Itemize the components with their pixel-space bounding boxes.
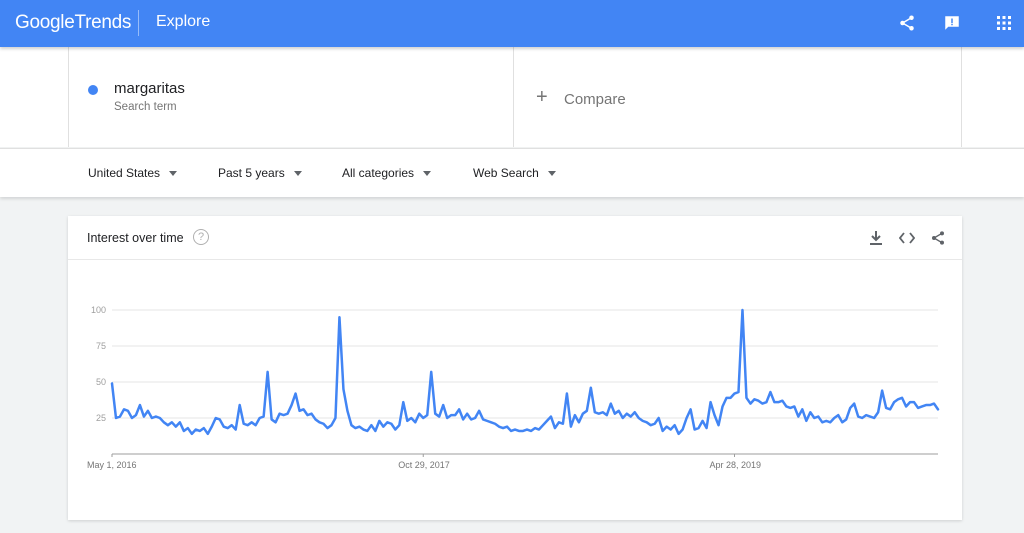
category-dropdown[interactable]: All categories bbox=[342, 166, 432, 180]
search-type-label: Web Search bbox=[473, 166, 539, 180]
y-tick-label: 100 bbox=[91, 305, 106, 315]
header-divider bbox=[138, 10, 139, 36]
interest-line-chart: 25 50 75 100 May 1, 2016 Oct 29, 2017 Apr 28, … bbox=[87, 305, 940, 470]
y-tick-label: 75 bbox=[96, 341, 106, 351]
google-trends-logo[interactable]: GoogleTrends bbox=[15, 12, 131, 34]
chevron-down-icon bbox=[293, 170, 302, 176]
term-color-dot bbox=[88, 85, 98, 95]
feedback-icon[interactable] bbox=[941, 12, 963, 34]
apps-grid-icon[interactable] bbox=[993, 12, 1015, 34]
search-term-name[interactable]: margaritas bbox=[114, 80, 185, 97]
series-line-margaritas bbox=[110, 308, 940, 436]
download-icon[interactable] bbox=[866, 228, 886, 248]
card-title: Interest over time bbox=[87, 231, 184, 245]
compare-button[interactable]: + Compare bbox=[514, 47, 962, 147]
region-dropdown[interactable]: United States bbox=[88, 166, 178, 180]
card-header: Interest over time ? bbox=[68, 216, 962, 260]
app-header: GoogleTrends Explore bbox=[0, 0, 1024, 47]
y-tick-label: 25 bbox=[96, 413, 106, 423]
x-tick-label: Oct 29, 2017 bbox=[398, 460, 450, 470]
region-label: United States bbox=[88, 166, 161, 180]
search-term-card[interactable]: margaritas Search term bbox=[68, 47, 514, 147]
search-term-subtitle: Search term bbox=[114, 101, 177, 113]
compare-label: Compare bbox=[564, 91, 626, 108]
time-range-dropdown[interactable]: Past 5 years bbox=[218, 166, 302, 180]
search-type-dropdown[interactable]: Web Search bbox=[473, 166, 556, 180]
logo-trends: Trends bbox=[74, 12, 132, 33]
chevron-down-icon bbox=[423, 170, 432, 176]
time-range-label: Past 5 years bbox=[218, 166, 285, 180]
search-terms-bar: margaritas Search term + Compare bbox=[0, 47, 1024, 147]
chevron-down-icon bbox=[547, 170, 556, 176]
logo-google: Google bbox=[15, 12, 75, 33]
x-tick-label: May 1, 2016 bbox=[87, 460, 137, 470]
help-icon[interactable]: ? bbox=[193, 229, 209, 245]
chevron-down-icon bbox=[169, 170, 178, 176]
share-icon[interactable] bbox=[896, 12, 918, 34]
filters-bar: United States Past 5 years All categorie… bbox=[0, 148, 1024, 197]
plus-icon: + bbox=[536, 86, 548, 108]
y-tick-label: 50 bbox=[96, 377, 106, 387]
embed-code-icon[interactable] bbox=[897, 228, 917, 248]
category-label: All categories bbox=[342, 166, 415, 180]
section-title: Explore bbox=[156, 13, 211, 30]
share-icon[interactable] bbox=[928, 228, 948, 248]
x-tick-label: Apr 28, 2019 bbox=[709, 460, 761, 470]
interest-over-time-card: Interest over time ? 25 50 75 100 May 1, 201… bbox=[68, 216, 962, 520]
